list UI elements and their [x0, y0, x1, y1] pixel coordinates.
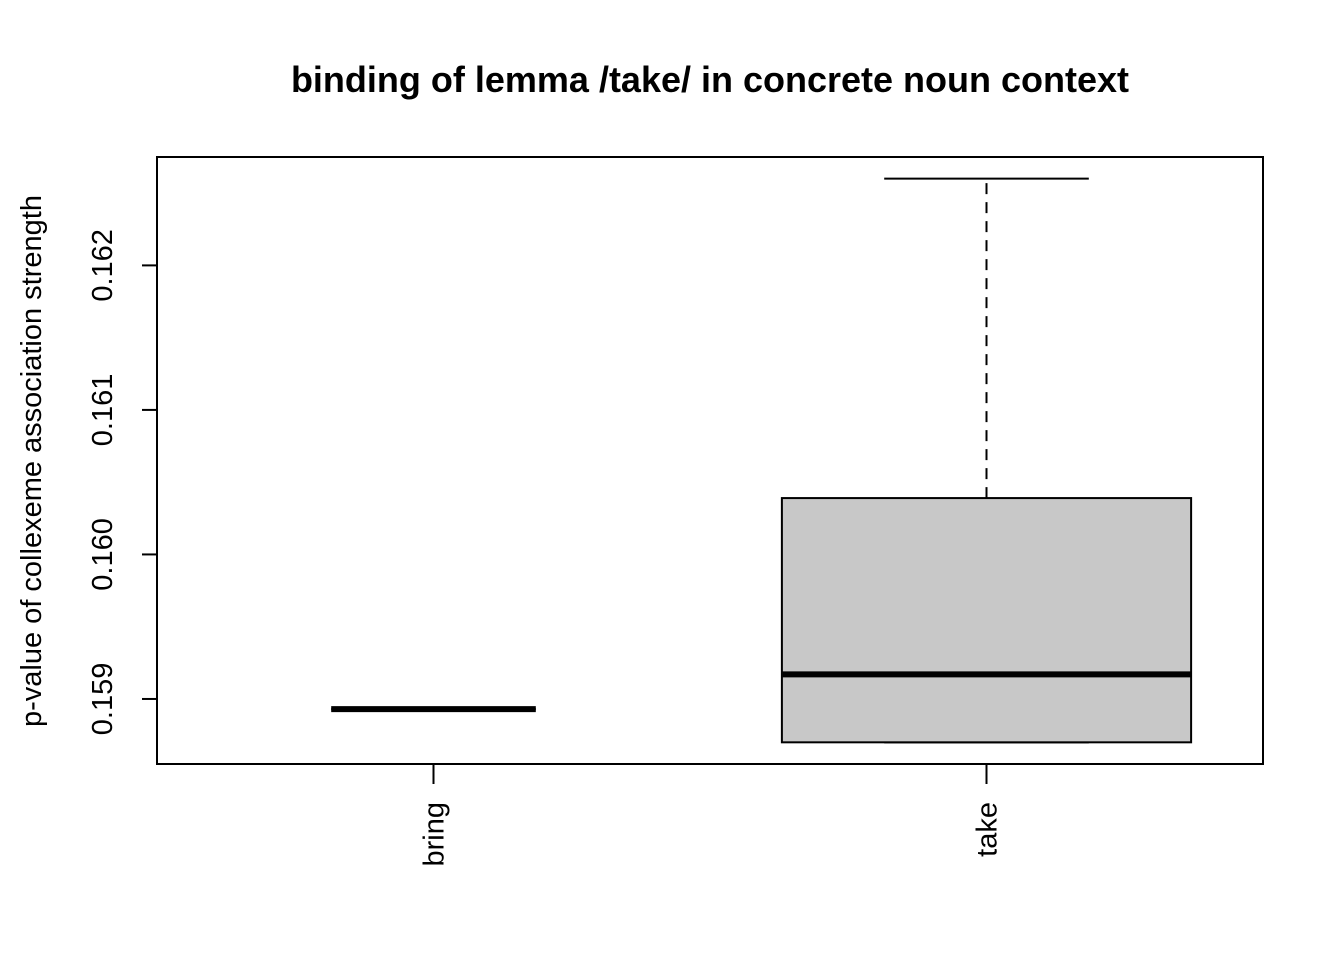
- x-tick-label: bring: [419, 802, 451, 867]
- y-tick-label: 0.162: [87, 229, 119, 302]
- chart-title: binding of lemma /take/ in concrete noun…: [291, 59, 1129, 100]
- x-tick-label: take: [972, 802, 1004, 857]
- y-axis: 0.159 0.160 0.161 0.162: [87, 229, 157, 735]
- y-axis-label: p-value of collexeme association strengt…: [16, 195, 48, 727]
- plot-frame: [156, 156, 1264, 765]
- y-tick-label: 0.159: [87, 663, 119, 736]
- boxes-group: [331, 177, 1193, 744]
- y-tick-label: 0.160: [87, 518, 119, 591]
- x-axis: bring take: [419, 764, 1004, 867]
- box-iqr: [780, 497, 1193, 744]
- y-tick-label: 0.161: [87, 374, 119, 447]
